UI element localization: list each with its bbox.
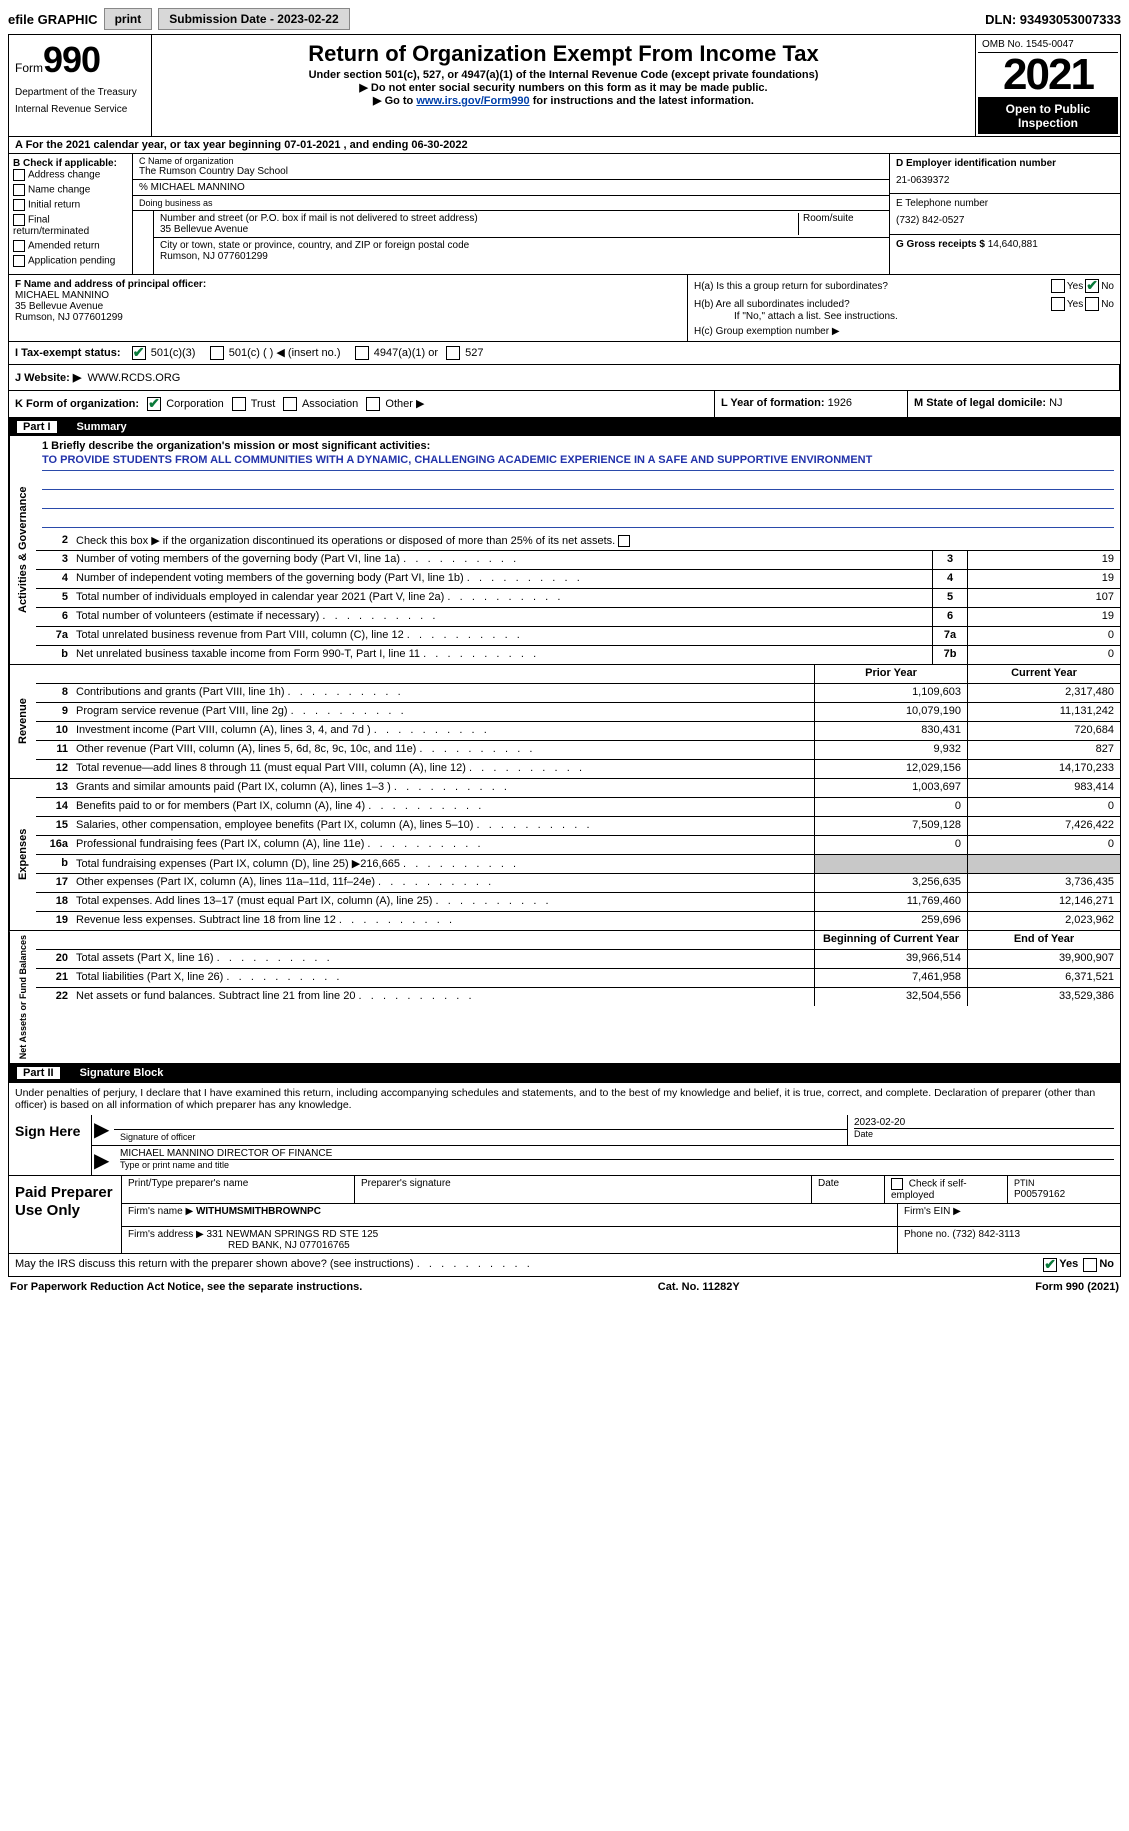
irs-label: Internal Revenue Service	[15, 104, 145, 115]
sign-arrow-icon-2: ▶	[92, 1146, 114, 1175]
hb-yes[interactable]	[1051, 297, 1065, 311]
ha-no[interactable]	[1085, 279, 1099, 293]
page-footer: For Paperwork Reduction Act Notice, see …	[8, 1277, 1121, 1297]
part-1-header: Part I Summary	[9, 418, 1120, 436]
summary-row: 8Contributions and grants (Part VIII, li…	[36, 684, 1120, 703]
dba-cell: Doing business as	[133, 196, 889, 211]
summary-row: 21Total liabilities (Part X, line 26)7,4…	[36, 969, 1120, 988]
ha-yes[interactable]	[1051, 279, 1065, 293]
chk-527[interactable]	[446, 346, 460, 360]
col-b-checkboxes: B Check if applicable: Address change Na…	[9, 154, 133, 274]
website-row: J Website: ▶ WWW.RCDS.ORG	[9, 365, 1120, 391]
street-cell: Number and street (or P.O. box if mail i…	[154, 211, 889, 238]
summary-row: 17Other expenses (Part IX, column (A), l…	[36, 874, 1120, 893]
phone-cell: E Telephone number (732) 842-0527	[890, 194, 1120, 234]
chk-final-return[interactable]: Final return/terminated	[13, 214, 128, 237]
org-name-cell: C Name of organization The Rumson Countr…	[133, 154, 889, 180]
chk-501c[interactable]	[210, 346, 224, 360]
revenue-header: Prior Year Current Year	[36, 665, 1120, 684]
form-org-row: K Form of organization: Corporation Trus…	[9, 391, 1120, 418]
summary-row: 4Number of independent voting members of…	[36, 570, 1120, 589]
discuss-yes[interactable]	[1043, 1258, 1057, 1272]
summary-row: 6Total number of volunteers (estimate if…	[36, 608, 1120, 627]
summary-row: 9Program service revenue (Part VIII, lin…	[36, 703, 1120, 722]
form-990-frame: Form990 Department of the Treasury Inter…	[8, 34, 1121, 1083]
summary-row: 10Investment income (Part VIII, column (…	[36, 722, 1120, 741]
chk-name-change[interactable]: Name change	[13, 184, 128, 196]
chk-assoc[interactable]	[283, 397, 297, 411]
form-title: Return of Organization Exempt From Incom…	[160, 41, 967, 67]
tax-year: 2021	[978, 53, 1118, 98]
chk-address-change[interactable]: Address change	[13, 169, 128, 181]
paid-preparer-block: Paid Preparer Use Only Print/Type prepar…	[8, 1176, 1121, 1254]
open-inspection: Open to Public Inspection	[978, 98, 1118, 134]
summary-row: 19Revenue less expenses. Subtract line 1…	[36, 912, 1120, 930]
discuss-no[interactable]	[1083, 1258, 1097, 1272]
chk-trust[interactable]	[232, 397, 246, 411]
summary-row: 13Grants and similar amounts paid (Part …	[36, 779, 1120, 798]
efile-label: efile GRAPHIC	[8, 12, 98, 27]
summary-row: 5Total number of individuals employed in…	[36, 589, 1120, 608]
officer-group-block: F Name and address of principal officer:…	[9, 275, 1120, 342]
care-of-cell: % MICHAEL MANNINO	[133, 180, 889, 196]
chk-amended-return[interactable]: Amended return	[13, 240, 128, 252]
part-2-header: Part II Signature Block	[9, 1064, 1120, 1082]
side-netassets: Net Assets or Fund Balances	[9, 931, 36, 1063]
summary-row: bTotal fundraising expenses (Part IX, co…	[36, 855, 1120, 874]
chk-app-pending[interactable]: Application pending	[13, 255, 128, 267]
header-sub3: ▶ Go to www.irs.gov/Form990 for instruct…	[160, 94, 967, 107]
tax-exempt-status: I Tax-exempt status: 501(c)(3) 501(c) ( …	[9, 342, 1120, 365]
chk-corp[interactable]	[147, 397, 161, 411]
summary-row: 18Total expenses. Add lines 13–17 (must …	[36, 893, 1120, 912]
dln-label: DLN: 93493053007333	[985, 12, 1121, 27]
summary-row: 14Benefits paid to or for members (Part …	[36, 798, 1120, 817]
row-a-period: A For the 2021 calendar year, or tax yea…	[9, 137, 1120, 154]
summary-row: bNet unrelated business taxable income f…	[36, 646, 1120, 664]
principal-officer: F Name and address of principal officer:…	[9, 275, 688, 341]
summary-row: 22Net assets or fund balances. Subtract …	[36, 988, 1120, 1006]
netassets-header: Beginning of Current Year End of Year	[36, 931, 1120, 950]
chk-initial-return[interactable]: Initial return	[13, 199, 128, 211]
mission-block: 1 Briefly describe the organization's mi…	[36, 436, 1120, 532]
chk-501c3[interactable]	[132, 346, 146, 360]
form-header: Form990 Department of the Treasury Inter…	[9, 35, 1120, 137]
header-sub2: ▶ Do not enter social security numbers o…	[160, 81, 967, 94]
side-activities: Activities & Governance	[9, 436, 36, 664]
irs-link[interactable]: www.irs.gov/Form990	[416, 95, 529, 107]
summary-row: 20Total assets (Part X, line 16)39,966,5…	[36, 950, 1120, 969]
gross-receipts-cell: G Gross receipts $ 14,640,881	[890, 235, 1120, 274]
summary-row: 12Total revenue—add lines 8 through 11 (…	[36, 760, 1120, 778]
hb-no[interactable]	[1085, 297, 1099, 311]
side-revenue: Revenue	[9, 665, 36, 778]
header-sub1: Under section 501(c), 527, or 4947(a)(1)…	[160, 69, 967, 81]
summary-row: 15Salaries, other compensation, employee…	[36, 817, 1120, 836]
irs-discuss-row: May the IRS discuss this return with the…	[8, 1254, 1121, 1277]
submission-date: Submission Date - 2023-02-22	[158, 8, 349, 30]
city-cell: City or town, state or province, country…	[154, 238, 889, 274]
penalty-statement: Under penalties of perjury, I declare th…	[8, 1083, 1121, 1115]
chk-other[interactable]	[366, 397, 380, 411]
chk-4947[interactable]	[355, 346, 369, 360]
row-2-discontinued: 2 Check this box ▶ if the organization d…	[36, 532, 1120, 551]
summary-row: 7aTotal unrelated business revenue from …	[36, 627, 1120, 646]
ein-cell: D Employer identification number 21-0639…	[890, 154, 1120, 194]
summary-row: 16aProfessional fundraising fees (Part I…	[36, 836, 1120, 855]
sign-arrow-icon: ▶	[92, 1115, 114, 1145]
group-return-block: H(a) Is this a group return for subordin…	[688, 275, 1120, 341]
side-expenses: Expenses	[9, 779, 36, 930]
sign-here-block: Sign Here ▶ Signature of officer 2023-02…	[8, 1115, 1121, 1176]
summary-row: 3Number of voting members of the governi…	[36, 551, 1120, 570]
print-button[interactable]: print	[104, 8, 153, 30]
dept-treasury: Department of the Treasury	[15, 87, 145, 98]
form-number: Form990	[15, 39, 145, 81]
identity-block: B Check if applicable: Address change Na…	[9, 154, 1120, 275]
top-bar: efile GRAPHIC print Submission Date - 20…	[8, 8, 1121, 30]
summary-row: 11Other revenue (Part VIII, column (A), …	[36, 741, 1120, 760]
